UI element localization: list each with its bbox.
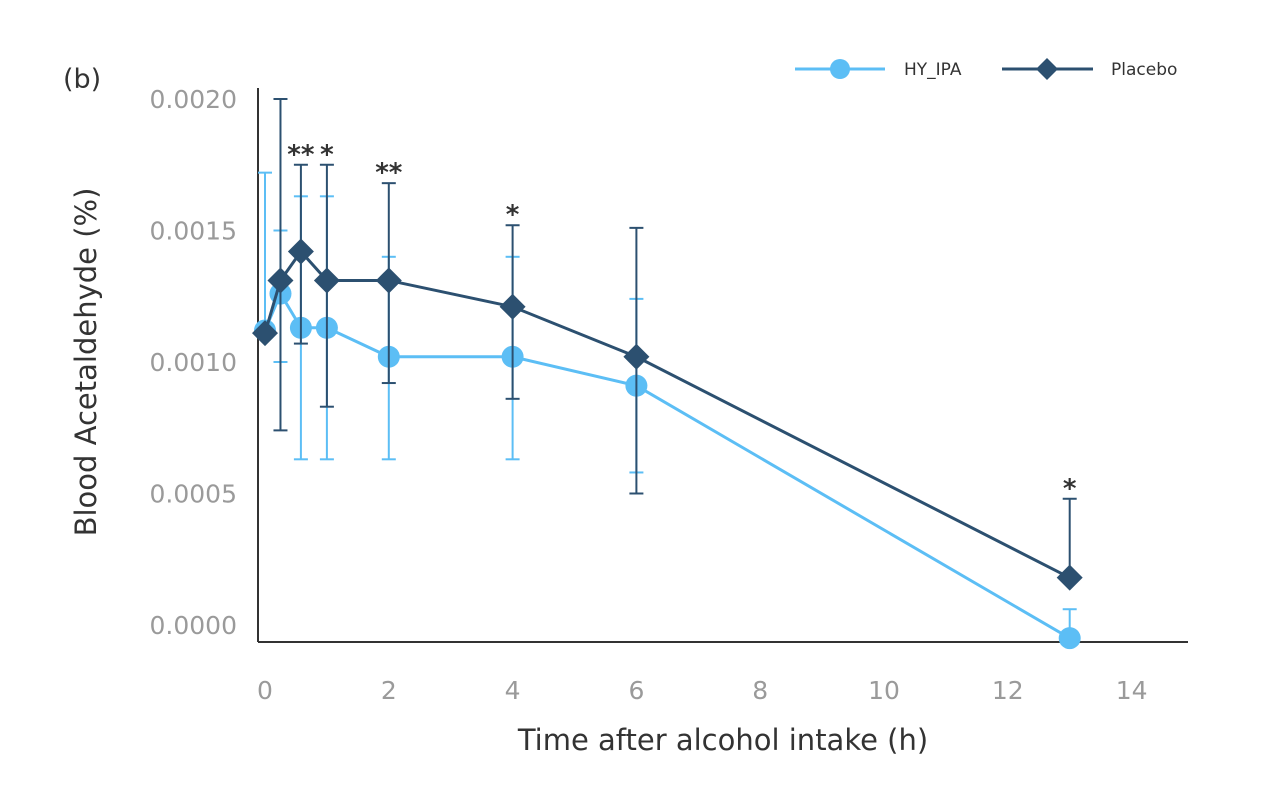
series-placebo [252,98,1083,591]
data-point [313,267,340,294]
axes [257,88,1188,643]
data-point [375,267,402,294]
legend-label-hy-ipa: HY_IPA [904,60,962,80]
legend-marker-placebo [1036,58,1058,80]
x-tick-label: 6 [628,676,644,705]
data-point [1056,564,1083,591]
significance-marker: * [506,200,520,230]
series-line [263,290,1071,640]
series-line [263,249,1071,579]
x-tick-label: 14 [1116,676,1148,705]
significance-marker: ** [287,140,315,170]
y-tick-labels: 0.0000 0.0005 0.0010 0.0015 0.0020 [150,85,237,640]
x-tick-label: 2 [381,676,397,705]
y-axis-title: Blood Acetaldehyde (%) [69,188,103,537]
y-tick-label: 0.0015 [150,217,237,246]
x-tick-label: 10 [868,676,900,705]
y-tick-label: 0.0020 [150,85,237,114]
x-tick-labels: 0 2 4 6 8 10 12 14 [257,676,1147,705]
x-tick-label: 12 [992,676,1024,705]
x-tick-label: 8 [752,676,768,705]
x-axis-title: Time after alcohol intake (h) [517,723,928,757]
y-tick-label: 0.0000 [150,611,237,640]
y-tick-label: 0.0005 [150,480,237,509]
data-point [623,343,650,370]
series-layer [252,98,1083,650]
legend-marker-hy-ipa [830,59,850,79]
series-hy-ipa [254,171,1081,650]
significance-marker: * [1063,474,1077,504]
data-point [499,293,526,320]
panel-label: (b) [63,64,101,95]
y-tick-label: 0.0010 [150,348,237,377]
x-tick-label: 0 [257,676,273,705]
significance-marker: ** [375,158,403,188]
legend: HY_IPA Placebo [795,58,1177,80]
data-point [267,267,294,294]
significance-marker: * [320,140,334,170]
data-point [1058,627,1081,650]
data-point [252,320,278,347]
legend-label-placebo: Placebo [1111,60,1177,80]
x-tick-label: 4 [505,676,521,705]
data-point [287,238,314,265]
significance-annotations: ** ***** [287,140,1077,504]
